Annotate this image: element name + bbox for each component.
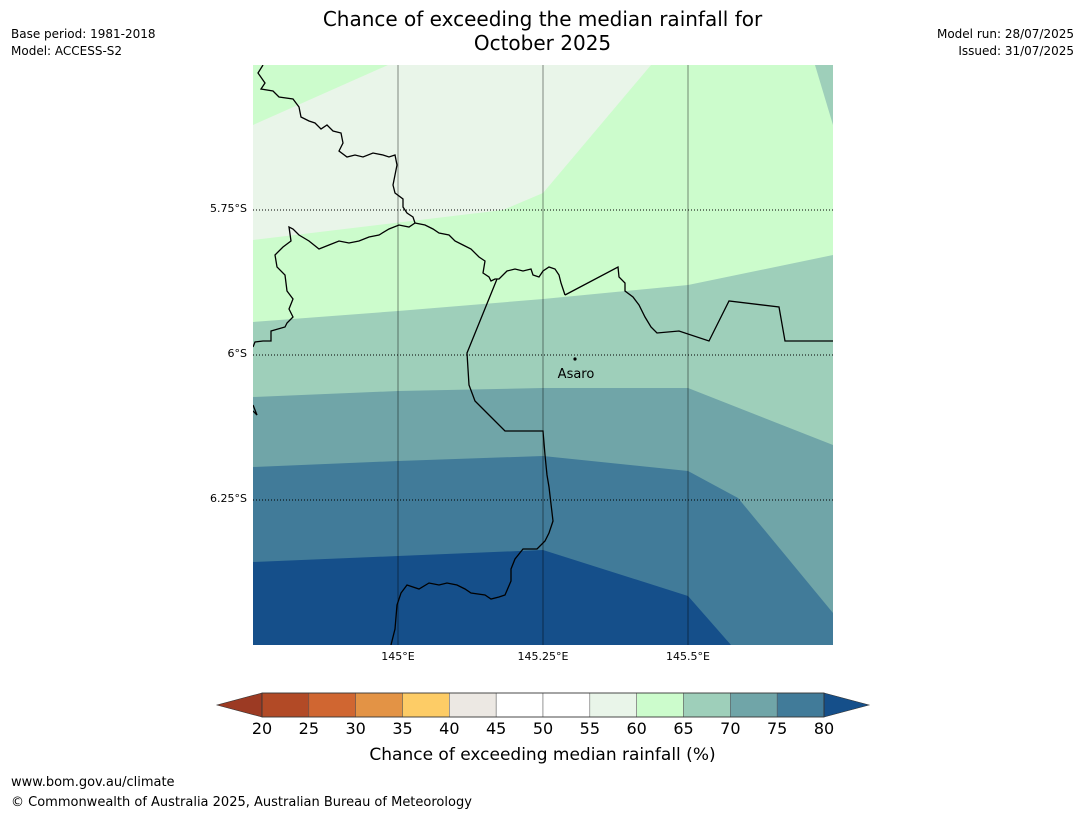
lat-label-6: 6°S	[227, 347, 247, 360]
colorbar	[215, 692, 871, 718]
colorbar-tick-35: 35	[392, 719, 413, 738]
colorbar-cell-70-75	[730, 692, 778, 718]
colorbar-extend-low	[215, 692, 263, 718]
model-text: Model: ACCESS-S2	[11, 44, 123, 58]
lon-label-145: 145°E	[381, 650, 415, 663]
title-line-1: Chance of exceeding the median rainfall …	[322, 7, 763, 31]
colorbar-tick-40: 40	[439, 719, 460, 738]
colorbar-tick-70: 70	[720, 719, 741, 738]
band-65-70-corner	[815, 65, 833, 125]
colorbar-cell-60-65	[636, 692, 684, 718]
colorbar-tick-30: 30	[345, 719, 366, 738]
colorbar-cell-25-30	[308, 692, 356, 718]
colorbar-cell-50-55	[542, 692, 591, 718]
colorbar-frame	[261, 692, 825, 718]
colorbar-tick-20: 20	[251, 719, 273, 738]
lat-label-5-75: 5.75°S	[210, 202, 247, 215]
colorbar-label: Chance of exceeding median rainfall (%)	[369, 745, 716, 765]
colorbar-cell-45-50	[495, 692, 544, 718]
colorbar-cell-40-45	[449, 692, 497, 718]
map-title: Chance of exceeding the median rainfall …	[0, 7, 1085, 55]
province-boundary-north	[414, 222, 566, 296]
colorbar-tick-45: 45	[485, 719, 507, 738]
colorbar-cell-20-25	[261, 692, 310, 718]
colorbar-cell-75-80	[776, 692, 825, 718]
colorbar-cells	[261, 692, 825, 718]
footer-copyright: © Commonwealth of Australia 2025, Austra…	[11, 795, 472, 810]
title-line-2: October 2025	[473, 31, 612, 55]
colorbar-cell-65-70	[683, 692, 731, 718]
colorbar-cell-35-40	[402, 692, 450, 718]
band-55-60	[253, 65, 651, 240]
issued-text: Issued: 31/07/2025	[958, 44, 1074, 58]
asaro-label: Asaro	[558, 367, 595, 382]
colorbar-tick-75: 75	[766, 719, 788, 738]
colorbar-tick-80: 80	[813, 719, 835, 738]
colorbar-cell-55-60	[589, 692, 637, 718]
footer-url: www.bom.gov.au/climate	[11, 775, 175, 790]
province-boundary-west	[253, 65, 416, 348]
band-above-80	[253, 550, 731, 645]
lat-label-6-25: 6.25°S	[210, 492, 247, 505]
colorbar-tick-65: 65	[673, 719, 694, 738]
rainfall-map: Asaro	[253, 65, 833, 645]
colorbar-tick-55: 55	[579, 719, 600, 738]
asaro-marker	[573, 357, 577, 361]
colorbar-tick-60: 60	[626, 719, 647, 738]
coastline-fragment	[253, 404, 258, 416]
lon-label-145-25: 145.25°E	[517, 650, 569, 663]
colorbar-extend-high	[823, 692, 871, 718]
province-boundary-east	[564, 265, 833, 342]
province-boundary-south	[390, 278, 554, 645]
colorbar-tick-25: 25	[298, 719, 319, 738]
model-run-text: Model run: 28/07/2025	[936, 27, 1074, 41]
colorbar-cell-30-35	[355, 692, 403, 718]
lon-label-145-5: 145.5°E	[666, 650, 710, 663]
base-period-text: Base period: 1981-2018	[11, 27, 156, 41]
colorbar-tick-50: 50	[532, 719, 554, 738]
